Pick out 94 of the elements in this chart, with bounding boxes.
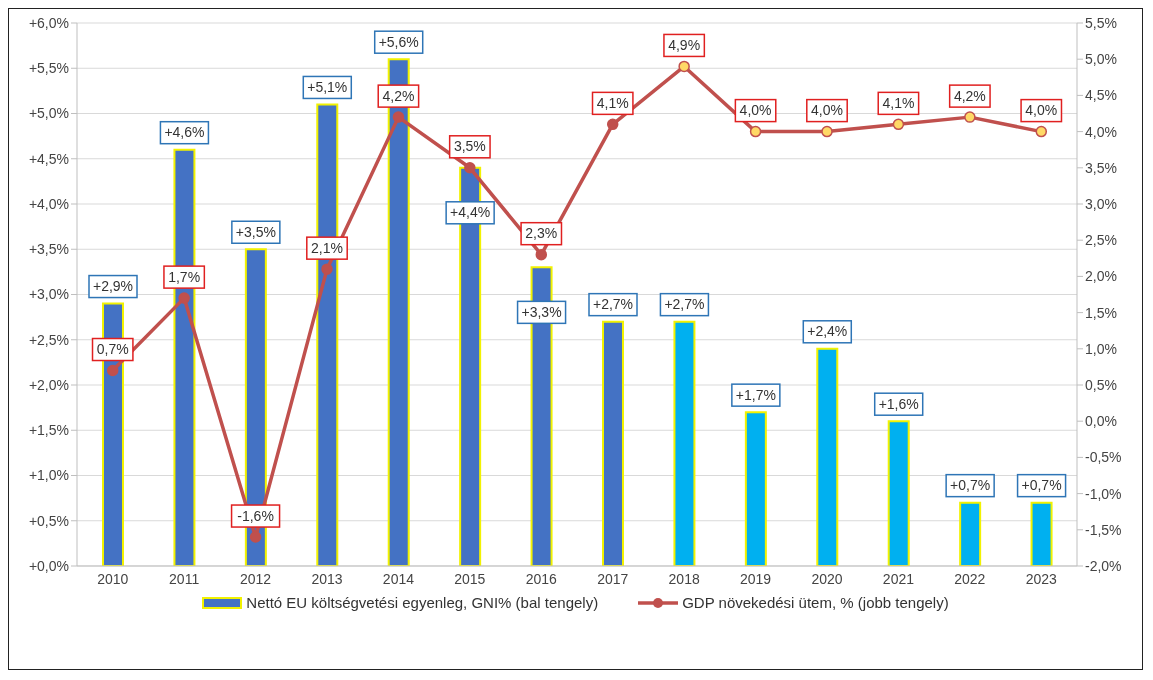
y-tick-label: +2,0% xyxy=(28,376,69,393)
x-tick-label: 2019 xyxy=(739,570,772,587)
point xyxy=(678,60,690,73)
y2-tick-label: 2,0% xyxy=(1085,268,1117,285)
y-tick-label: +1,0% xyxy=(28,467,69,484)
point xyxy=(892,118,905,131)
point xyxy=(321,263,333,275)
y2-tick-label: -1,0% xyxy=(1085,485,1122,502)
data-label: 1,7% xyxy=(168,268,201,285)
y2-tick-label: 1,0% xyxy=(1085,340,1117,357)
y-tick-label: +3,0% xyxy=(28,286,69,303)
point xyxy=(1035,125,1048,138)
x-tick-label: 2022 xyxy=(954,570,986,587)
data-label: +4,4% xyxy=(450,204,491,221)
y-tick-label: +5,0% xyxy=(28,105,69,122)
point xyxy=(964,111,976,123)
x-tick-label: 2012 xyxy=(239,570,272,587)
data-label: 0,7% xyxy=(96,341,129,358)
data-label: 4,9% xyxy=(668,36,701,53)
data-label: 4,1% xyxy=(596,94,629,111)
data-label: +5,1% xyxy=(307,78,348,95)
data-label: +4,6% xyxy=(164,124,205,141)
data-label: 4,0% xyxy=(739,102,772,119)
x-tick-label: 2010 xyxy=(97,570,129,587)
point xyxy=(606,118,619,131)
bar xyxy=(887,420,910,566)
bar xyxy=(673,320,696,566)
x-tick-label: 2011 xyxy=(169,570,200,587)
y2-tick-label: 1,5% xyxy=(1085,304,1117,321)
y-tick-label: +1,5% xyxy=(28,422,69,439)
data-label: 4,2% xyxy=(953,87,986,104)
point xyxy=(535,248,548,261)
point xyxy=(249,531,262,543)
point xyxy=(392,111,405,123)
x-tick-label: 2020 xyxy=(811,570,843,587)
y2-tick-label: 5,0% xyxy=(1085,51,1117,68)
data-label: 4,2% xyxy=(382,87,415,104)
y2-tick-label: -2,0% xyxy=(1085,557,1122,574)
data-label: -1,6% xyxy=(237,507,274,524)
y-tick-label: +5,5% xyxy=(28,60,69,77)
data-label: +3,5% xyxy=(235,223,276,240)
y2-tick-label: 5,5% xyxy=(1085,14,1117,31)
y2-tick-label: 2,5% xyxy=(1085,232,1117,249)
bar xyxy=(744,411,767,566)
y2-tick-label: 3,0% xyxy=(1085,195,1117,212)
y2-tick-label: -1,5% xyxy=(1085,521,1122,538)
data-label: +0,7% xyxy=(1021,477,1062,494)
bar xyxy=(1030,501,1053,566)
y-tick-label: +0,5% xyxy=(28,512,69,529)
y2-tick-label: 0,0% xyxy=(1085,413,1117,430)
x-tick-label: 2018 xyxy=(668,570,700,587)
data-label: +1,7% xyxy=(735,386,776,403)
data-label: +2,7% xyxy=(592,296,634,313)
bar xyxy=(959,501,982,566)
y-tick-label: +2,5% xyxy=(28,331,69,348)
y2-tick-label: 4,5% xyxy=(1085,87,1117,104)
point xyxy=(178,292,190,304)
data-label: +3,3% xyxy=(521,303,562,320)
x-tick-label: 2021 xyxy=(882,570,915,587)
y2-tick-label: 4,0% xyxy=(1085,123,1117,140)
y-tick-label: +4,5% xyxy=(28,150,69,167)
point xyxy=(106,364,119,377)
bar xyxy=(816,347,839,566)
legend-label: Nettó EU költségvetési egyenleg, GNI% (bal tengely) xyxy=(246,594,599,611)
y-tick-label: +4,0% xyxy=(28,195,69,212)
y-tick-label: +3,5% xyxy=(28,241,69,258)
y-tick-label: +6,0% xyxy=(28,14,69,31)
data-label: 4,1% xyxy=(882,94,915,111)
bar xyxy=(602,320,624,566)
data-label: 3,5% xyxy=(453,138,486,155)
y2-tick-label: 3,5% xyxy=(1085,159,1117,176)
x-tick-label: 2013 xyxy=(311,570,343,587)
data-label: 4,0% xyxy=(811,102,843,119)
x-tick-label: 2014 xyxy=(382,570,415,587)
data-label: 2,3% xyxy=(525,225,558,242)
data-label: 2,1% xyxy=(311,239,343,256)
x-tick-label: 2023 xyxy=(1025,570,1058,587)
x-tick-label: 2015 xyxy=(454,570,486,587)
point xyxy=(821,125,833,138)
legend-label: GDP növekedési ütem, % (jobb tengely) xyxy=(682,594,949,611)
y2-tick-label: -0,5% xyxy=(1085,449,1122,466)
data-label: +5,6% xyxy=(378,33,419,50)
x-tick-label: 2017 xyxy=(597,570,629,587)
y-tick-label: +0,0% xyxy=(28,557,69,574)
data-label: +0,7% xyxy=(950,477,991,494)
data-label: +1,6% xyxy=(878,395,919,412)
data-label: +2,4% xyxy=(807,323,848,340)
data-label: +2,7% xyxy=(664,296,705,313)
x-tick-label: 2016 xyxy=(525,570,558,587)
point xyxy=(464,162,476,174)
data-label: 4,0% xyxy=(1025,102,1058,119)
y2-tick-label: 0,5% xyxy=(1085,376,1117,393)
data-label: +2,9% xyxy=(92,278,134,295)
point xyxy=(749,125,762,138)
